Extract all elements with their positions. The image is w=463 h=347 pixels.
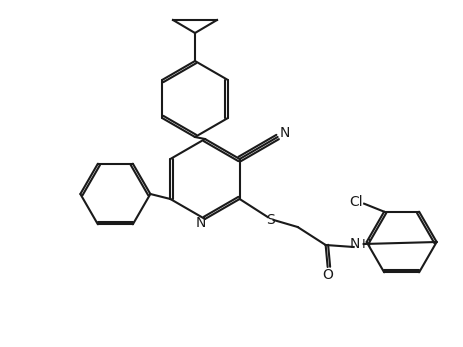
Text: N: N [196, 216, 206, 230]
Text: N: N [350, 237, 360, 251]
Text: Cl: Cl [349, 195, 363, 209]
Text: S: S [266, 213, 275, 227]
Text: O: O [322, 268, 333, 282]
Text: N: N [280, 126, 290, 140]
Text: H: H [362, 237, 371, 251]
